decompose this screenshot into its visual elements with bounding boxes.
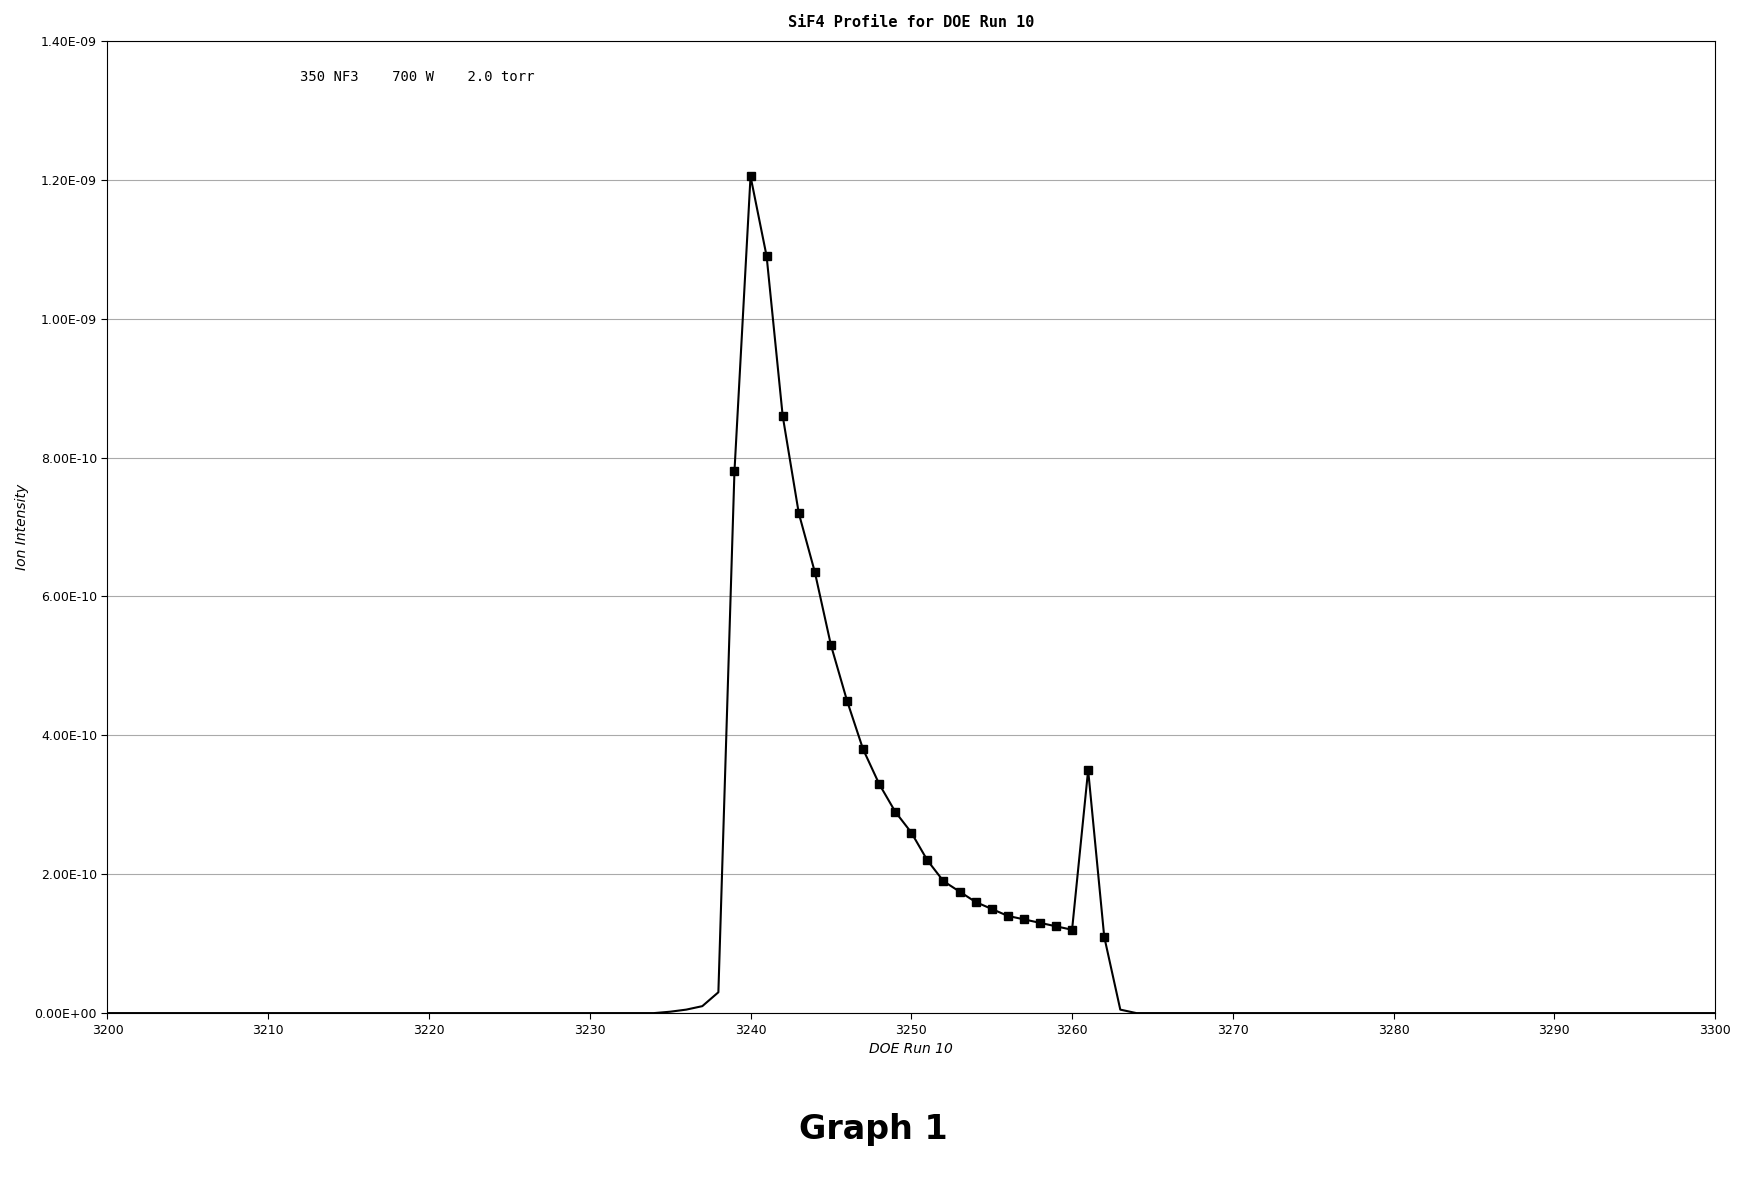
Y-axis label: Ion Intensity: Ion Intensity <box>16 484 30 570</box>
X-axis label: DOE Run 10: DOE Run 10 <box>870 1042 953 1056</box>
Title: SiF4 Profile for DOE Run 10: SiF4 Profile for DOE Run 10 <box>787 15 1034 29</box>
Text: Graph 1: Graph 1 <box>798 1113 948 1146</box>
Text: 350 NF3    700 W    2.0 torr: 350 NF3 700 W 2.0 torr <box>300 71 534 84</box>
